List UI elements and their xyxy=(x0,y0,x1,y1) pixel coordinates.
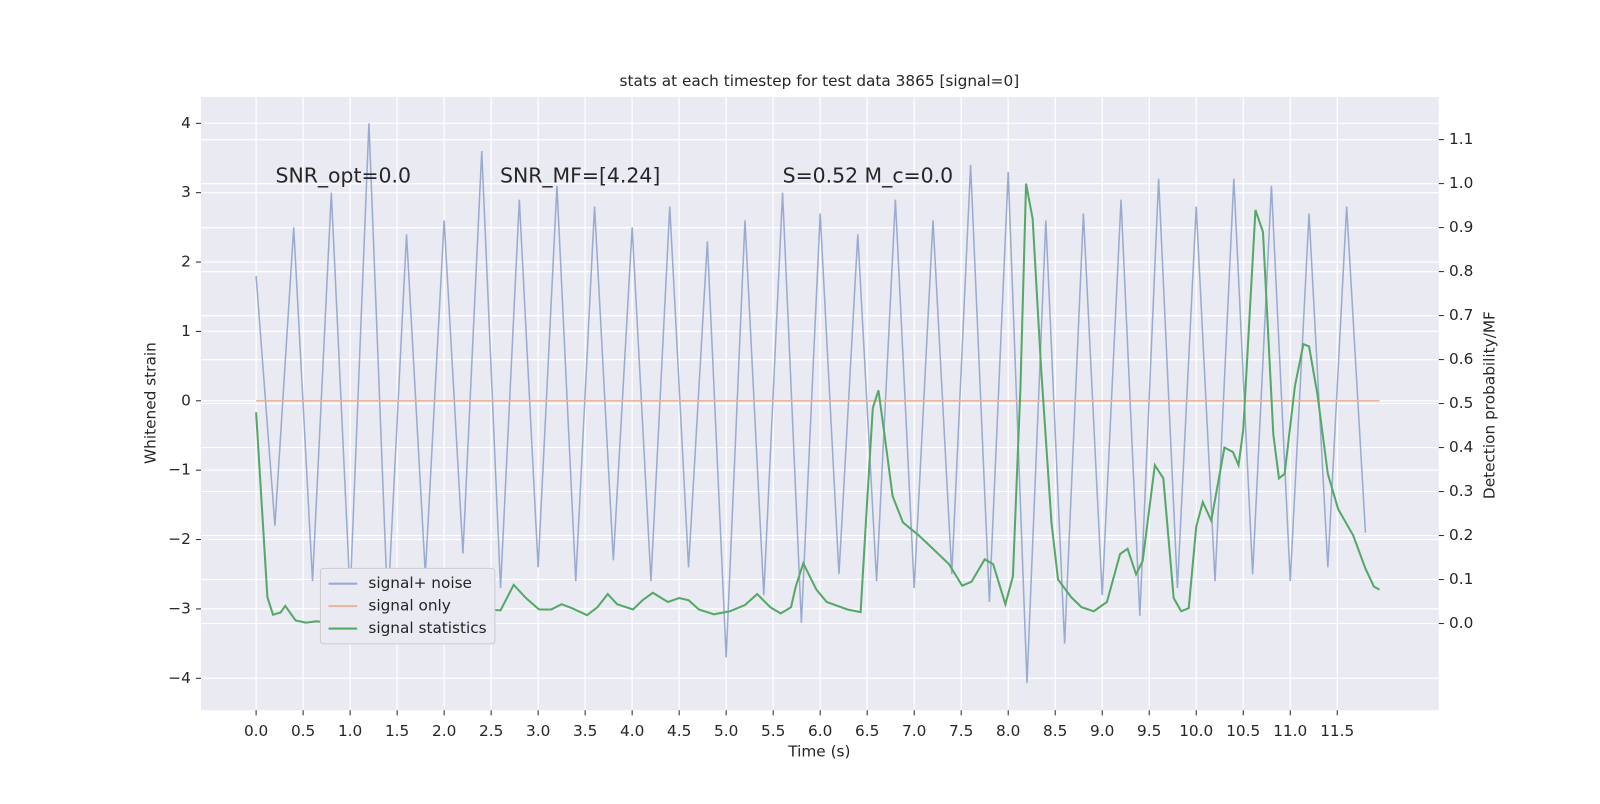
x-tick-label: 10.5 xyxy=(1226,722,1260,740)
x-tick-label: 8.0 xyxy=(996,722,1020,740)
y2-tick-label: 0.7 xyxy=(1449,306,1473,324)
y2-tick-label: 0.8 xyxy=(1449,262,1473,280)
y-tick-label: −3 xyxy=(168,599,191,617)
y-tick-label: −2 xyxy=(168,530,191,548)
y-tick-label: −1 xyxy=(168,461,191,479)
chart-title: stats at each timestep for test data 386… xyxy=(620,72,1020,90)
x-tick-label: 7.0 xyxy=(902,722,926,740)
y-tick-label: −4 xyxy=(168,669,191,687)
y-tick-label: 1 xyxy=(181,322,191,340)
x-tick-label: 1.0 xyxy=(338,722,362,740)
x-tick-label: 11.5 xyxy=(1320,722,1354,740)
y-tick-label: 2 xyxy=(181,253,191,271)
y2-tick-label: 0.6 xyxy=(1449,350,1473,368)
annotation: SNR_opt=0.0 xyxy=(276,164,412,189)
x-tick-label: 1.5 xyxy=(385,722,409,740)
x-tick-label: 6.5 xyxy=(855,722,879,740)
x-axis-label: Time (s) xyxy=(787,743,850,761)
y2-tick-label: 1.0 xyxy=(1449,174,1473,192)
x-tick-label: 8.5 xyxy=(1043,722,1067,740)
x-tick-label: 9.0 xyxy=(1090,722,1114,740)
legend-label: signal statistics xyxy=(368,619,486,637)
annotation: S=0.52 M_c=0.0 xyxy=(783,164,953,189)
y2-tick-label: 0.5 xyxy=(1449,394,1473,412)
series-line xyxy=(255,123,1367,684)
y2-axis-label: Detection probability/MF xyxy=(1480,311,1498,499)
y2-tick-label: 0.9 xyxy=(1449,218,1473,236)
legend-label: signal only xyxy=(368,597,450,615)
x-tick-label: 0.5 xyxy=(291,722,315,740)
x-tick-label: 2.5 xyxy=(479,722,503,740)
x-tick-label: 4.5 xyxy=(667,722,691,740)
y-tick-label: 0 xyxy=(181,391,191,409)
x-tick-label: 11.0 xyxy=(1273,722,1307,740)
x-tick-label: 10.0 xyxy=(1179,722,1213,740)
x-tick-label: 5.5 xyxy=(761,722,785,740)
x-tick-label: 9.5 xyxy=(1137,722,1161,740)
x-tick-label: 7.5 xyxy=(949,722,973,740)
x-tick-label: 5.0 xyxy=(714,722,738,740)
legend-box xyxy=(319,567,496,645)
annotation: SNR_MF=[4.24] xyxy=(500,164,660,189)
x-tick-label: 0.0 xyxy=(244,722,268,740)
x-tick-label: 4.0 xyxy=(620,722,644,740)
y-tick-label: 3 xyxy=(181,183,191,201)
x-tick-label: 3.5 xyxy=(573,722,597,740)
y-axis-label: Whitened strain xyxy=(142,342,160,464)
y2-tick-label: 0.0 xyxy=(1449,614,1473,632)
y-tick-label: 4 xyxy=(181,114,191,132)
x-tick-label: 3.0 xyxy=(526,722,550,740)
x-tick-label: 2.0 xyxy=(432,722,456,740)
y2-tick-label: 1.1 xyxy=(1449,130,1473,148)
y2-tick-label: 0.4 xyxy=(1449,438,1473,456)
y2-tick-label: 0.3 xyxy=(1449,482,1473,500)
legend-label: signal+ noise xyxy=(368,574,472,592)
y2-tick-label: 0.1 xyxy=(1449,570,1473,588)
x-tick-label: 6.0 xyxy=(808,722,832,740)
y2-tick-label: 0.2 xyxy=(1449,526,1473,544)
